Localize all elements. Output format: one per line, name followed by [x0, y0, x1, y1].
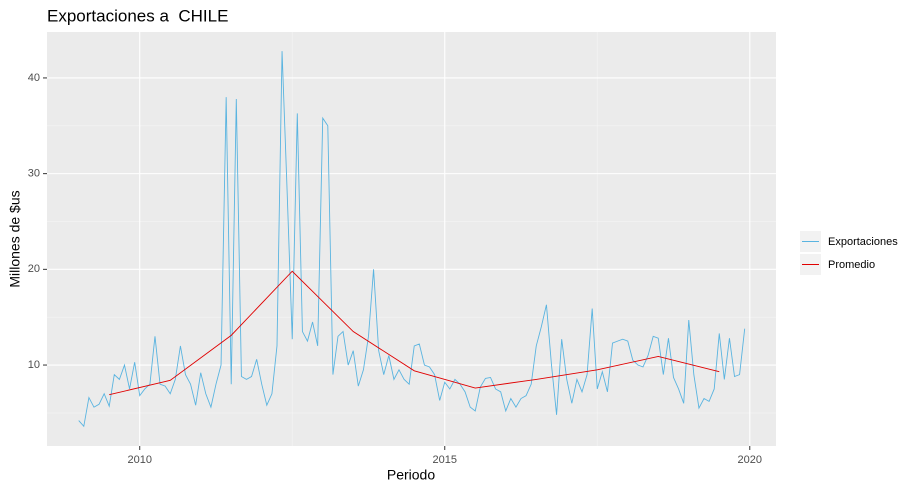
legend-label: Exportaciones	[828, 236, 898, 248]
plot-panel	[47, 32, 776, 446]
x-tick-label: 2020	[738, 454, 762, 466]
series-line	[78, 51, 746, 428]
x-tick-label: 2010	[127, 454, 151, 466]
chart-title: Exportaciones a CHILE	[47, 6, 228, 25]
series-line	[109, 270, 720, 396]
legend-label: Promedio	[828, 259, 875, 271]
y-axis-label: Millones de $us	[7, 190, 23, 287]
y-tick-label: 40	[28, 72, 40, 84]
y-tick-label: 30	[28, 168, 40, 180]
x-tick-label: 2015	[433, 454, 457, 466]
x-axis-label: Periodo	[387, 467, 435, 483]
y-tick-label: 10	[28, 359, 40, 371]
y-tick-label: 20	[28, 263, 40, 275]
